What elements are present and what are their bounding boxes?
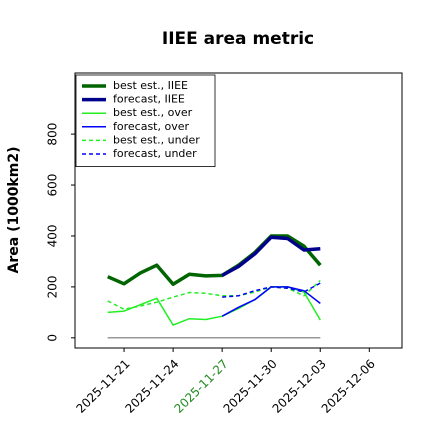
series-line	[107, 234, 322, 287]
y-tick-label: 0	[46, 334, 60, 342]
chart-title: IIEE area metric	[162, 29, 314, 49]
y-tick-label: 400	[46, 225, 60, 248]
y-tick-label: 600	[46, 174, 60, 197]
legend-label: best est., under	[113, 133, 200, 146]
legend-label: best est., IIEE	[113, 79, 188, 92]
legend-label: forecast, over	[113, 120, 189, 133]
y-tick-label: 200	[46, 275, 60, 298]
legend-label: forecast, under	[113, 147, 197, 160]
legend-label: forecast, IIEE	[113, 93, 185, 106]
series-line	[221, 235, 321, 277]
y-tick-label: 800	[46, 123, 60, 146]
legend-label: best est., over	[113, 106, 193, 119]
plot-frame	[74, 72, 403, 349]
legend-box	[75, 74, 216, 167]
series-line	[107, 286, 321, 326]
series-line	[222, 282, 321, 298]
y-axis-label: Area (1000km2)	[6, 147, 22, 274]
